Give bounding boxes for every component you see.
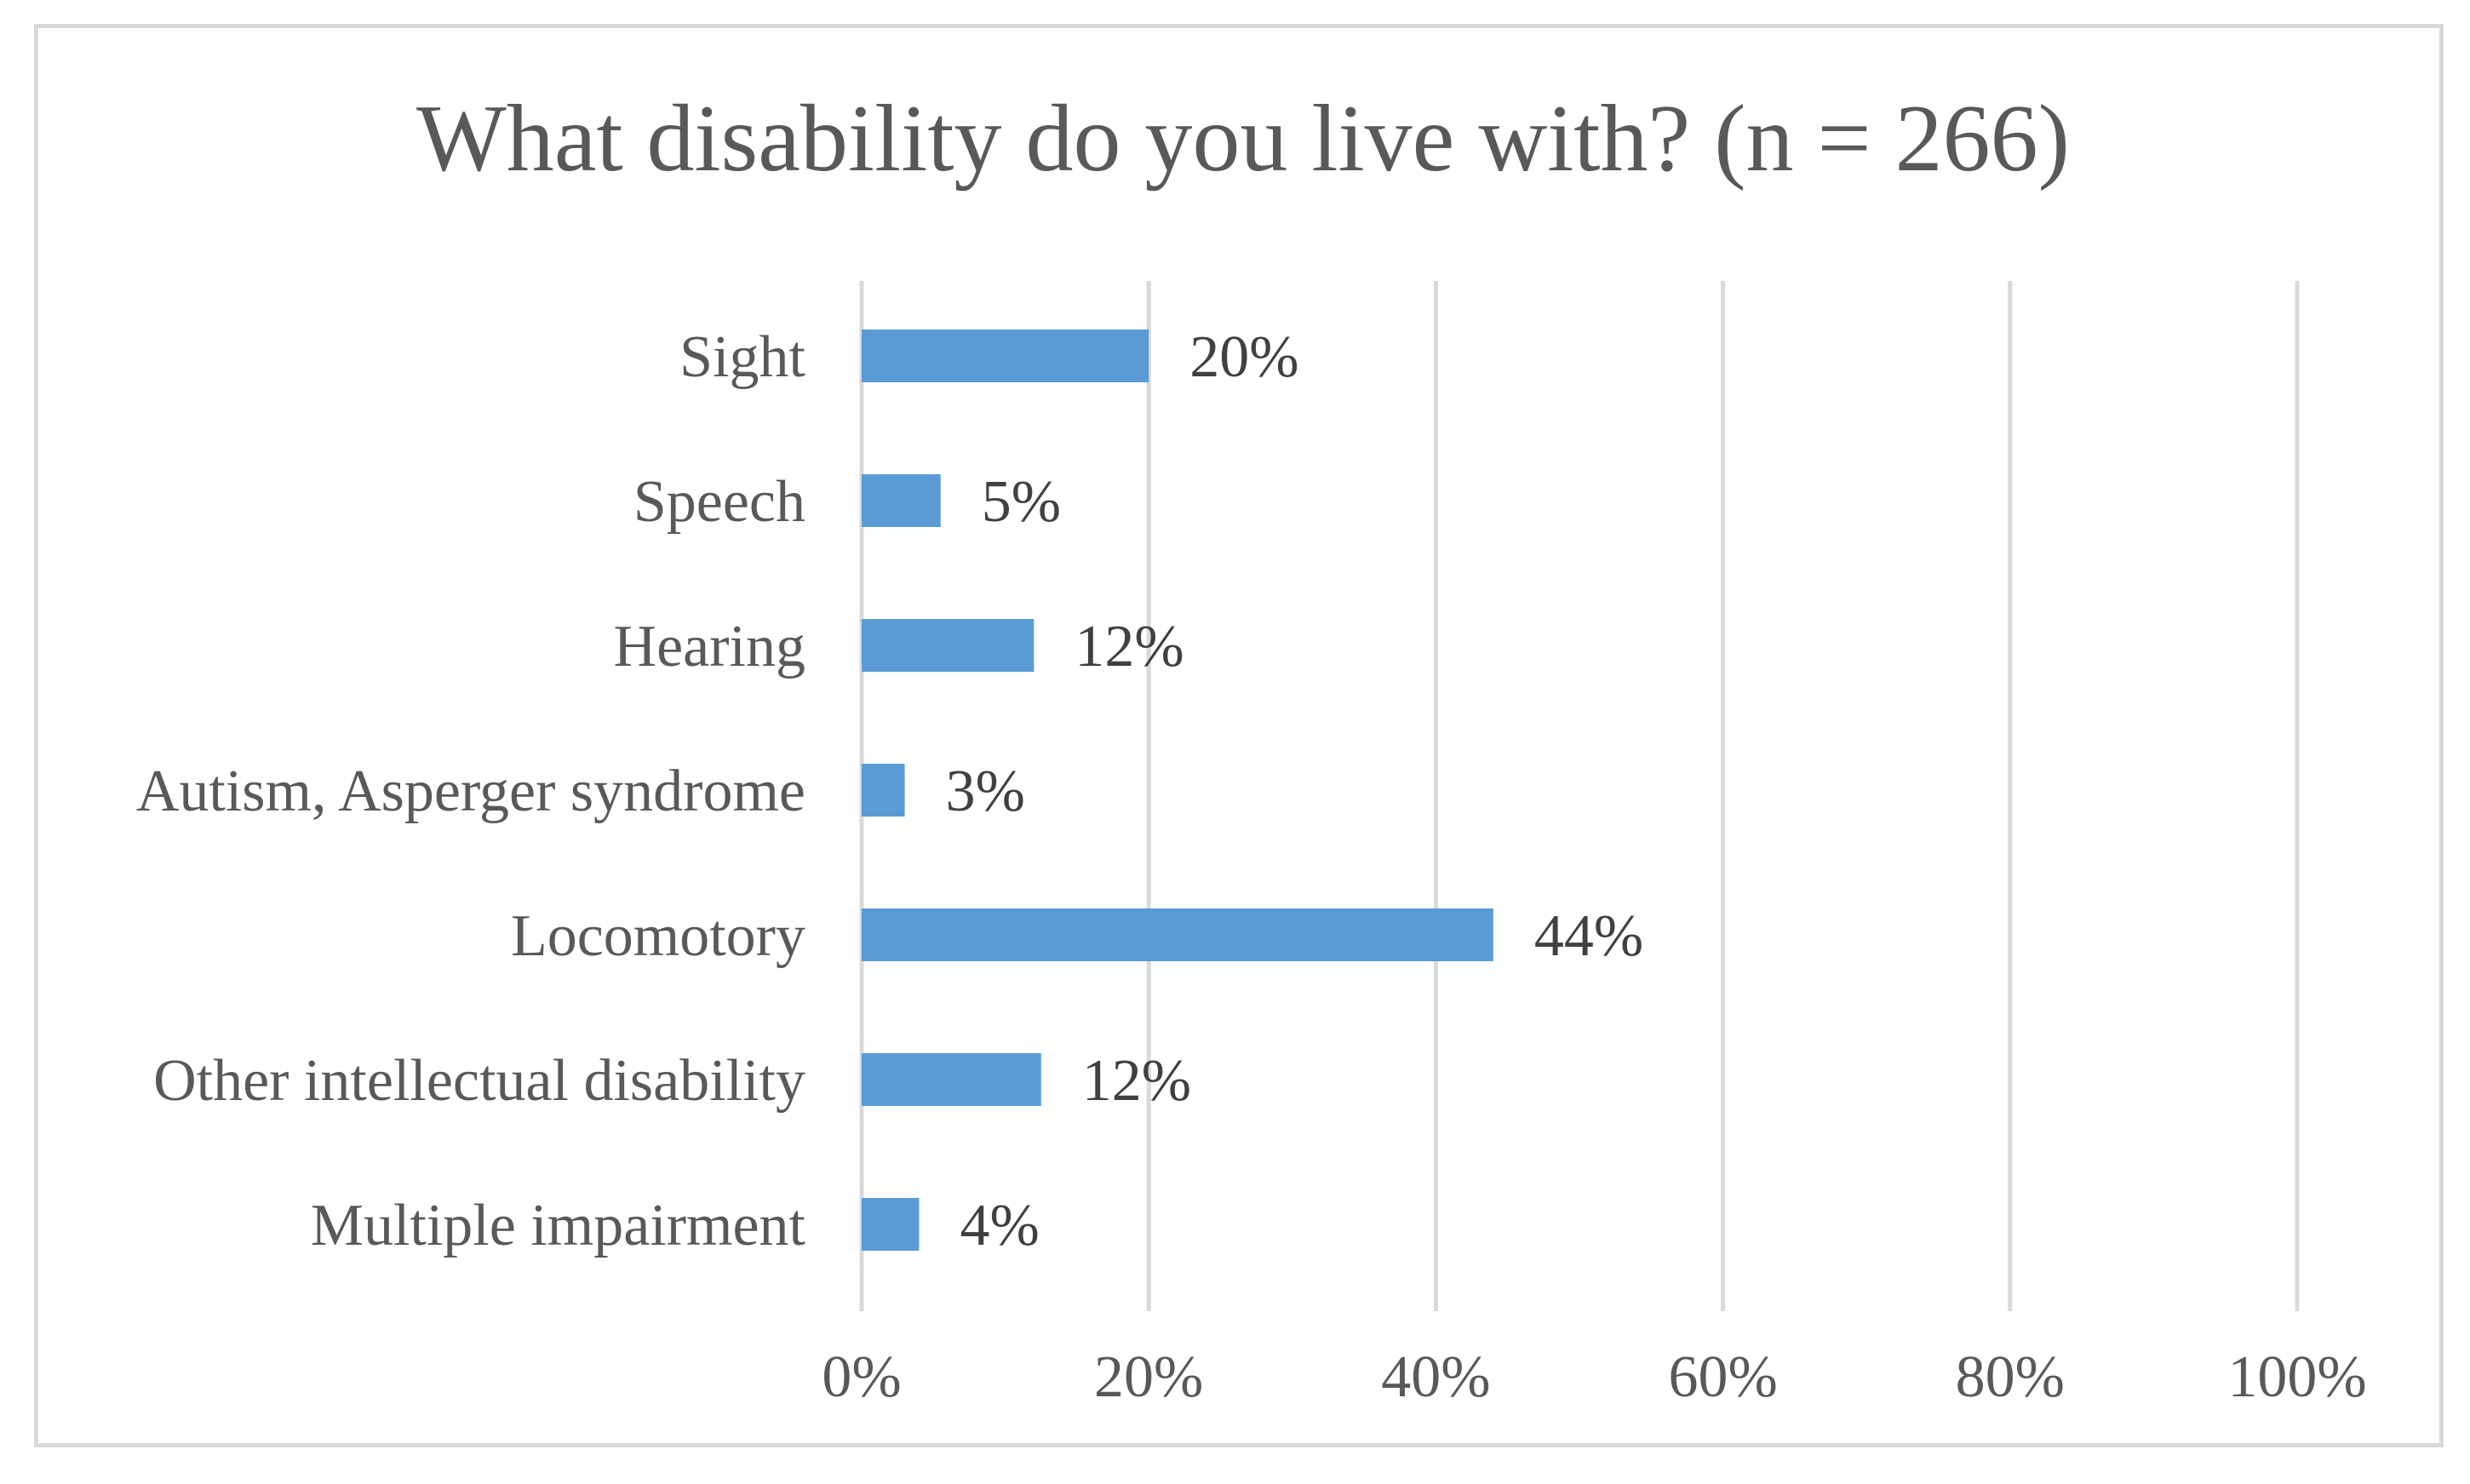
category-label: Multiple impairment [311,1193,806,1258]
x-tick-label: 20% [1094,1344,1203,1410]
x-tick-label: 80% [1956,1344,2065,1410]
data-label: 20% [1189,324,1298,390]
x-axis-tick-labels: 0% 20% 40% 60% 80% 100% [822,1344,2366,1410]
chart-frame [34,24,2444,1447]
bar [862,764,905,816]
bar [862,329,1149,382]
data-label: 44% [1534,903,1643,969]
x-tick-label: 100% [2227,1344,2366,1410]
data-label: 12% [1075,614,1183,679]
category-label: Sight [679,324,805,390]
bar [862,619,1034,672]
category-label: Speech [633,469,805,535]
bar [862,1053,1041,1106]
x-tick-label: 0% [822,1344,901,1410]
data-label: 12% [1082,1048,1191,1114]
bars [862,329,1493,1251]
bar [862,908,1493,961]
category-label: Hearing [614,614,805,679]
chart-title: What disability do you live with? (n = 2… [416,86,2070,192]
bar [862,1198,920,1251]
category-label: Other intellectual disability [153,1048,805,1114]
bar [862,474,941,527]
category-label: Autism, Asperger syndrome [136,759,805,824]
category-labels: Sight Speech Hearing Autism, Asperger syndr… [136,324,806,1258]
data-label: 4% [960,1193,1039,1258]
data-label: 3% [946,759,1025,824]
x-tick-label: 40% [1381,1344,1490,1410]
x-tick-label: 60% [1668,1344,1777,1410]
data-labels: 20% 5% 12% 3% 44% 12% 4% [946,324,1644,1258]
gridlines [859,281,2300,1311]
category-label: Locomotory [511,903,805,969]
data-label: 5% [982,469,1061,535]
